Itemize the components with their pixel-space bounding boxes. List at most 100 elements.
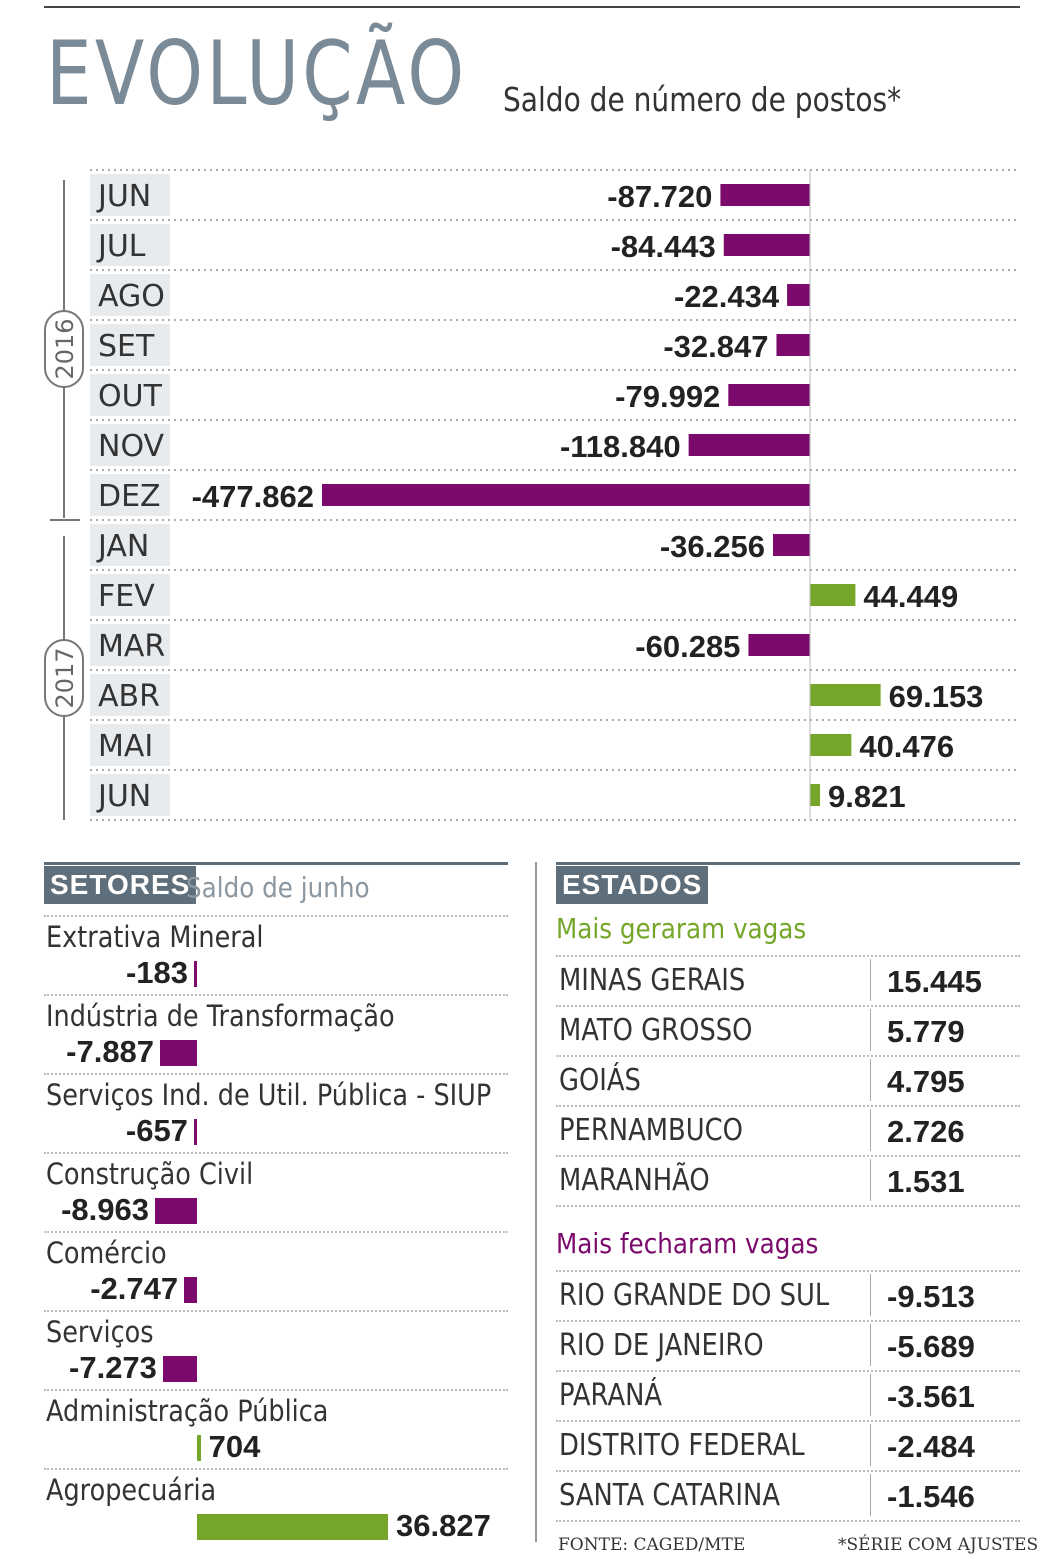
month-cell (90, 674, 170, 716)
state-value: -5.689 (887, 1329, 975, 1364)
month-cell (90, 574, 170, 616)
state-name: RIO GRANDE DO SUL (559, 1278, 830, 1313)
sector-name: Agropecuária (46, 1473, 217, 1507)
state-value: -9.513 (887, 1279, 975, 1314)
month-cell (90, 224, 170, 266)
row-divider (556, 1155, 1020, 1157)
cell-separator (870, 1059, 871, 1101)
state-name: MARANHÃO (559, 1163, 710, 1198)
sector-name: Serviços Ind. de Util. Pública - SIUP (46, 1078, 492, 1112)
month-cell (90, 474, 170, 516)
footer-source: FONTE: CAGED/MTE (558, 1535, 746, 1555)
row-divider (556, 955, 1020, 957)
row-divider (44, 1389, 508, 1391)
month-label: MAI (98, 729, 153, 764)
data-label: -84.443 (611, 229, 716, 264)
sector-value: -7.887 (66, 1034, 155, 1069)
state-value: 15.445 (887, 964, 982, 999)
month-label: ABR (98, 679, 160, 714)
page-title: EVOLUÇÃO (46, 22, 468, 125)
sector-value: -657 (125, 1113, 188, 1148)
data-label: -60.285 (635, 629, 740, 664)
year-badge (44, 639, 84, 717)
year-label: 2016 (51, 318, 79, 379)
data-label: -36.256 (660, 529, 765, 564)
state-name: PERNAMBUCO (559, 1113, 743, 1148)
bar-positive (810, 684, 881, 706)
month-cell (90, 374, 170, 416)
row-divider (44, 1310, 508, 1312)
month-label: DEZ (98, 479, 161, 514)
bar-negative (776, 334, 810, 356)
bar-positive (810, 584, 856, 606)
bar-negative (748, 634, 810, 656)
state-name: MATO GROSSO (559, 1013, 753, 1048)
bar-negative (772, 534, 810, 556)
sector-value: -2.747 (90, 1271, 179, 1306)
data-label: 44.449 (863, 579, 958, 614)
bar-negative (193, 1119, 197, 1145)
state-name: GOIÁS (559, 1063, 641, 1098)
footer-note: *SÉRIE COM AJUSTES (838, 1535, 1039, 1555)
setores-subtitle: Saldo de junho (186, 871, 370, 904)
cell-separator (870, 1009, 871, 1051)
bar-negative (194, 961, 197, 987)
state-value: -3.561 (887, 1379, 975, 1414)
state-value: 4.795 (887, 1064, 965, 1099)
data-label: 69.153 (889, 679, 984, 714)
row-divider (44, 1152, 508, 1154)
row-divider (556, 1105, 1020, 1107)
sector-value: 36.827 (396, 1508, 491, 1543)
sector-value: 704 (208, 1429, 261, 1464)
month-cell (90, 274, 170, 316)
row-divider (556, 1470, 1020, 1472)
row-divider (556, 1055, 1020, 1057)
bar-negative (787, 284, 810, 306)
data-label: -87.720 (607, 179, 712, 214)
month-label: SET (98, 329, 155, 364)
row-divider (556, 1420, 1020, 1422)
column-separator (535, 862, 537, 1542)
bar-positive (197, 1514, 388, 1540)
state-value: -2.484 (887, 1429, 975, 1464)
cell-separator (870, 1474, 871, 1516)
state-value: 5.779 (887, 1014, 965, 1049)
estados-rule (556, 862, 1020, 865)
row-divider (556, 1320, 1020, 1322)
bar-negative (184, 1277, 197, 1303)
year-label: 2017 (51, 647, 79, 708)
setores-rule (44, 862, 508, 865)
cell-separator (870, 1424, 871, 1466)
data-label: -79.992 (615, 379, 720, 414)
sector-value: -8.963 (61, 1192, 149, 1227)
row-divider (44, 915, 508, 917)
row-divider (556, 1370, 1020, 1372)
bar-negative (720, 184, 810, 206)
sector-name: Construção Civil (46, 1157, 254, 1191)
state-group-label: Mais fecharam vagas (556, 1227, 819, 1260)
bar-positive (197, 1435, 201, 1461)
cell-separator (870, 1109, 871, 1151)
row-divider (44, 1231, 508, 1233)
cell-separator (870, 1159, 871, 1201)
setores-header: SETORES (44, 866, 197, 904)
estados-header: ESTADOS (556, 866, 709, 904)
sector-name: Extrativa Mineral (46, 920, 264, 954)
bar-negative (155, 1198, 197, 1224)
bar-positive (810, 784, 821, 806)
month-label: JUN (96, 179, 151, 214)
sector-name: Administração Pública (46, 1394, 329, 1428)
month-cell (90, 524, 170, 566)
month-label: AGO (98, 279, 165, 314)
month-label: FEV (98, 579, 155, 614)
row-divider (556, 1005, 1020, 1007)
state-name: PARANÁ (559, 1378, 663, 1413)
month-cell (90, 324, 170, 366)
row-divider (556, 1520, 1020, 1522)
sector-value: -183 (125, 955, 188, 990)
cell-separator (870, 1274, 871, 1316)
month-cell (90, 174, 170, 216)
row-divider (556, 1270, 1020, 1272)
state-name: MINAS GERAIS (559, 963, 746, 998)
bar-negative (322, 484, 810, 506)
